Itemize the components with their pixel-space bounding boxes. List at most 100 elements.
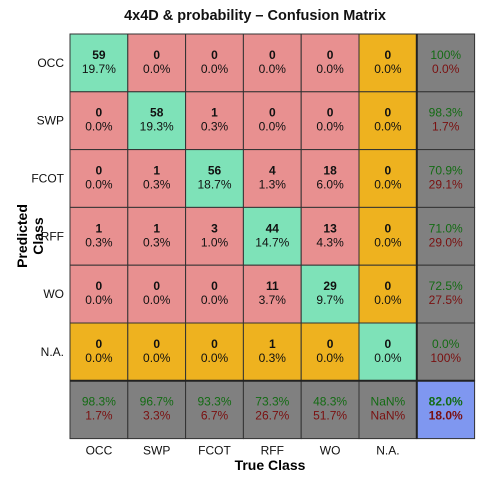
matrix-cell [69, 149, 129, 208]
matrix-cell [300, 33, 360, 93]
col-summary-error: 6.7% [201, 409, 229, 423]
y-tick-label: N.A. [41, 345, 64, 359]
cell-count: 18 [323, 164, 337, 178]
cell-percent: 0.0% [259, 62, 287, 76]
cell-percent: 0.0% [85, 351, 113, 365]
matrix-cell [358, 33, 418, 93]
cell-percent: 0.3% [259, 351, 287, 365]
cell-percent: 1.0% [201, 235, 229, 249]
cell-count: 4 [269, 164, 276, 178]
cell-count: 1 [96, 221, 103, 235]
cell-percent: 0.0% [143, 62, 171, 76]
row-summary-error: 100% [430, 351, 461, 365]
cell-count: 0 [96, 106, 103, 120]
col-summary-correct: 73.3% [255, 395, 289, 409]
cell-count: 0 [385, 48, 392, 62]
cell-percent: 0.0% [374, 120, 402, 134]
cell-percent: 0.0% [374, 235, 402, 249]
col-summary-error: 26.7% [255, 409, 289, 423]
cell-percent: 0.0% [143, 293, 171, 307]
col-summary-correct: NaN% [371, 395, 406, 409]
y-tick-label: WO [43, 287, 64, 301]
cell-count: 1 [153, 164, 160, 178]
matrix-cell [300, 91, 360, 151]
cell-count: 0 [385, 337, 392, 351]
matrix-cell [69, 322, 129, 382]
col-summary-cell [127, 380, 187, 440]
y-tick-label: SWP [37, 114, 64, 128]
row-summary-cell [416, 264, 476, 324]
cell-percent: 1.3% [259, 178, 287, 192]
cell-percent: 0.3% [85, 235, 113, 249]
cell-percent: 4.3% [316, 235, 344, 249]
cell-count: 56 [208, 164, 222, 178]
matrix-cell [300, 264, 360, 324]
col-summary-correct: 98.3% [82, 395, 116, 409]
cell-percent: 0.0% [316, 62, 344, 76]
row-summary-correct: 100% [430, 48, 461, 62]
col-summary-error: 51.7% [313, 409, 347, 423]
matrix-cell [185, 149, 244, 208]
cell-count: 58 [150, 106, 164, 120]
row-summary-correct: 71.0% [429, 221, 463, 235]
cell-percent: 0.0% [201, 62, 229, 76]
cell-percent: 9.7% [316, 293, 344, 307]
cell-percent: 0.3% [201, 120, 229, 134]
cell-count: 0 [96, 164, 103, 178]
cell-count: 0 [327, 48, 334, 62]
cell-count: 1 [269, 337, 276, 351]
cell-count: 11 [266, 279, 279, 293]
cell-percent: 0.0% [85, 178, 113, 192]
cell-percent: 6.0% [316, 178, 344, 192]
cell-count: 44 [266, 221, 280, 235]
cell-count: 3 [211, 221, 218, 235]
col-summary-error: NaN% [371, 409, 406, 423]
cell-count: 0 [153, 337, 160, 351]
x-tick-label: WO [320, 444, 341, 458]
matrix-cell [127, 149, 187, 208]
col-summary-correct: 48.3% [313, 395, 347, 409]
x-tick-label: SWP [143, 444, 170, 458]
overall-error: 18.0% [429, 409, 463, 423]
col-summary-cell [358, 380, 418, 440]
cell-percent: 0.3% [143, 235, 171, 249]
row-summary-correct: 0.0% [432, 337, 460, 351]
cell-count: 0 [153, 48, 160, 62]
row-summary-error: 29.0% [429, 235, 463, 249]
cell-count: 13 [323, 221, 337, 235]
matrix-cell [185, 91, 244, 151]
matrix-cell [69, 206, 129, 266]
matrix-cell [358, 149, 418, 208]
y-tick-label: OCC [37, 56, 64, 70]
row-summary-error: 29.1% [429, 178, 463, 192]
chart-title: 4x4D & probability – Confusion Matrix [124, 8, 386, 24]
matrix-cell [185, 264, 244, 324]
matrix-cell [242, 322, 302, 382]
cell-count: 0 [211, 48, 218, 62]
matrix-cell [127, 322, 187, 382]
x-tick-label: RFF [261, 444, 284, 458]
row-summary-error: 27.5% [429, 293, 463, 307]
row-summary-cell [416, 149, 476, 208]
overall-accuracy: 82.0% [429, 395, 463, 409]
cell-count: 0 [327, 337, 334, 351]
cell-count: 29 [323, 279, 337, 293]
cell-count: 0 [96, 279, 103, 293]
cell-percent: 18.7% [197, 178, 231, 192]
cell-percent: 0.0% [374, 62, 402, 76]
col-summary-correct: 96.7% [140, 395, 174, 409]
cell-percent: 0.0% [259, 120, 287, 134]
cell-count: 0 [385, 164, 392, 178]
row-summary-cell [416, 33, 476, 93]
x-axis-label: True Class [234, 457, 306, 473]
cell-count: 0 [211, 337, 218, 351]
cell-percent: 19.7% [82, 62, 116, 76]
row-summary-error: 0.0% [432, 62, 460, 76]
cell-count: 0 [385, 106, 392, 120]
cell-count: 0 [96, 337, 103, 351]
cell-percent: 0.0% [85, 120, 113, 134]
cell-percent: 0.0% [374, 178, 402, 192]
cell-percent: 0.0% [85, 293, 113, 307]
matrix-cell [358, 322, 418, 382]
